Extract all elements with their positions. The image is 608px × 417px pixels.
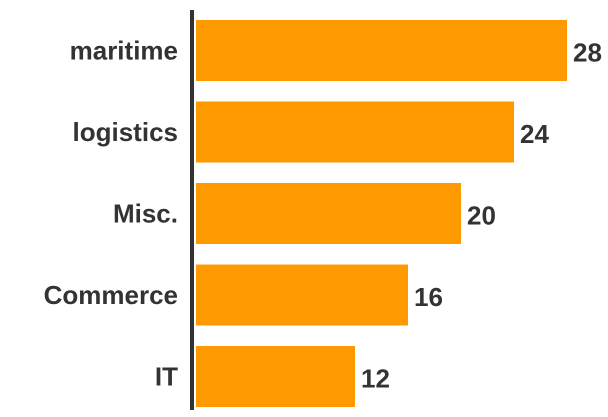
category-label: IT (155, 362, 178, 392)
labels-layer: maritime 28 logistics 24 Misc. 20 Commerce 16 IT… (44, 36, 602, 394)
bar-commerce (196, 264, 408, 326)
value-label: 12 (361, 364, 390, 394)
value-label: 24 (520, 119, 549, 149)
bar-it (196, 346, 355, 407)
bars-layer (196, 20, 567, 407)
category-label: maritime (70, 36, 178, 66)
bar-maritime (196, 20, 567, 81)
value-label: 20 (467, 201, 496, 231)
category-label: logistics (73, 117, 178, 147)
category-label: Misc. (113, 199, 178, 229)
value-label: 28 (573, 38, 602, 68)
bar-misc (196, 183, 461, 244)
category-label: Commerce (44, 280, 178, 310)
value-label: 16 (414, 282, 443, 312)
bar-logistics (196, 101, 514, 163)
